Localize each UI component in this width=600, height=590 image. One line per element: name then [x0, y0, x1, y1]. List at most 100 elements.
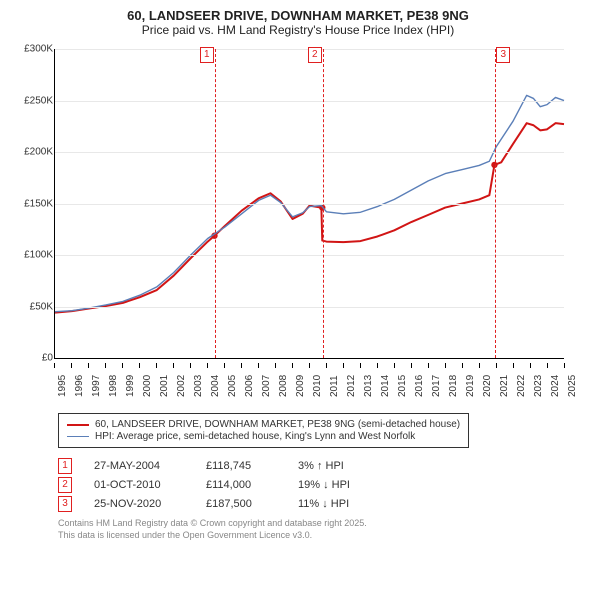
- x-axis-label: 2016: [414, 375, 425, 397]
- x-axis-label: 2025: [567, 375, 578, 397]
- x-axis-label: 2014: [380, 375, 391, 397]
- x-axis-label: 2006: [244, 375, 255, 397]
- legend-swatch: [67, 424, 89, 426]
- transaction-row: 127-MAY-2004£118,7453% ↑ HPI: [58, 458, 588, 474]
- x-tick: [241, 363, 242, 368]
- transaction-price: £187,500: [206, 498, 276, 510]
- transaction-row: 2 01-OCT-2010 £114,000 19% ↓ HPI: [58, 477, 588, 493]
- transaction-badge: 3: [58, 496, 72, 512]
- transaction-price: £118,745: [206, 460, 276, 472]
- x-tick: [445, 363, 446, 368]
- x-axis-label: 2023: [533, 375, 544, 397]
- x-tick: [479, 363, 480, 368]
- event-marker-line: [215, 49, 216, 358]
- x-axis-label: 2024: [550, 375, 561, 397]
- x-axis-label: 1997: [91, 375, 102, 397]
- x-tick: [428, 363, 429, 368]
- x-tick: [207, 363, 208, 368]
- event-marker-line: [323, 49, 324, 358]
- transaction-badge: 2: [58, 477, 72, 493]
- x-axis-label: 2005: [227, 375, 238, 397]
- x-tick: [105, 363, 106, 368]
- y-axis-label: £50K: [13, 301, 53, 312]
- x-tick: [547, 363, 548, 368]
- x-axis-label: 2019: [465, 375, 476, 397]
- legend-row: HPI: Average price, semi-detached house,…: [67, 431, 460, 442]
- x-tick: [564, 363, 565, 368]
- x-axis-label: 1996: [74, 375, 85, 397]
- x-axis-label: 2020: [482, 375, 493, 397]
- x-tick: [496, 363, 497, 368]
- footer-line-1: Contains HM Land Registry data © Crown c…: [58, 518, 558, 530]
- x-tick: [190, 363, 191, 368]
- x-tick: [275, 363, 276, 368]
- gridline: [55, 101, 564, 102]
- x-tick: [377, 363, 378, 368]
- y-axis-label: £100K: [13, 250, 53, 261]
- x-tick: [139, 363, 140, 368]
- x-tick: [122, 363, 123, 368]
- legend: 60, LANDSEER DRIVE, DOWNHAM MARKET, PE38…: [58, 413, 469, 448]
- title-line-2: Price paid vs. HM Land Registry's House …: [8, 23, 588, 37]
- x-axis-label: 2002: [176, 375, 187, 397]
- chart-title-block: 60, LANDSEER DRIVE, DOWNHAM MARKET, PE38…: [8, 8, 588, 37]
- transaction-row: 3 25-NOV-2020 £187,500 11% ↓ HPI: [58, 496, 588, 512]
- x-axis-label: 2015: [397, 375, 408, 397]
- gridline: [55, 204, 564, 205]
- x-tick: [258, 363, 259, 368]
- transaction-table: 127-MAY-2004£118,7453% ↑ HPI201-OCT-2010…: [58, 458, 588, 512]
- legend-swatch: [67, 436, 89, 437]
- x-axis-label: 2021: [499, 375, 510, 397]
- gridline: [55, 307, 564, 308]
- legend-row: 60, LANDSEER DRIVE, DOWNHAM MARKET, PE38…: [67, 419, 460, 430]
- x-tick: [513, 363, 514, 368]
- x-tick: [224, 363, 225, 368]
- transaction-date: 01-OCT-2010: [94, 479, 184, 491]
- transaction-diff: 19% ↓ HPI: [298, 479, 378, 491]
- x-tick: [360, 363, 361, 368]
- legend-label: HPI: Average price, semi-detached house,…: [95, 431, 415, 442]
- x-axis-label: 2017: [431, 375, 442, 397]
- x-axis-label: 2007: [261, 375, 272, 397]
- event-marker-badge: 1: [200, 47, 214, 63]
- y-axis-label: £250K: [13, 95, 53, 106]
- x-tick: [462, 363, 463, 368]
- y-axis-label: £200K: [13, 147, 53, 158]
- transaction-diff: 3% ↑ HPI: [298, 460, 378, 472]
- x-axis-label: 2003: [193, 375, 204, 397]
- x-axis-label: 2012: [346, 375, 357, 397]
- transaction-price: £114,000: [206, 479, 276, 491]
- x-axis-label: 1999: [125, 375, 136, 397]
- footer-line-2: This data is licensed under the Open Gov…: [58, 530, 558, 542]
- gridline: [55, 255, 564, 256]
- x-axis-label: 2004: [210, 375, 221, 397]
- x-axis-label: 2009: [295, 375, 306, 397]
- y-axis-label: £150K: [13, 198, 53, 209]
- x-tick: [411, 363, 412, 368]
- x-axis-label: 2011: [329, 375, 340, 397]
- x-tick: [156, 363, 157, 368]
- x-axis-label: 2022: [516, 375, 527, 397]
- x-tick: [343, 363, 344, 368]
- x-tick: [309, 363, 310, 368]
- y-axis-label: £0: [13, 353, 53, 364]
- x-axis-label: 1998: [108, 375, 119, 397]
- transaction-diff: 11% ↓ HPI: [298, 498, 378, 510]
- transaction-date: 27-MAY-2004: [94, 460, 184, 472]
- x-tick: [71, 363, 72, 368]
- x-axis-labels: 1995199619971998199920002001200220032004…: [54, 363, 564, 405]
- transaction-date: 25-NOV-2020: [94, 498, 184, 510]
- event-marker-badge: 3: [496, 47, 510, 63]
- x-axis-label: 2001: [159, 375, 170, 397]
- event-marker-line: [495, 49, 496, 358]
- x-tick: [326, 363, 327, 368]
- x-tick: [54, 363, 55, 368]
- chart-area: £0£50K£100K£150K£200K£250K£300K123 19951…: [12, 41, 572, 411]
- x-axis-label: 2018: [448, 375, 459, 397]
- x-axis-label: 2008: [278, 375, 289, 397]
- gridline: [55, 152, 564, 153]
- x-tick: [394, 363, 395, 368]
- legend-label: 60, LANDSEER DRIVE, DOWNHAM MARKET, PE38…: [95, 419, 460, 430]
- x-tick: [530, 363, 531, 368]
- title-line-1: 60, LANDSEER DRIVE, DOWNHAM MARKET, PE38…: [8, 8, 588, 23]
